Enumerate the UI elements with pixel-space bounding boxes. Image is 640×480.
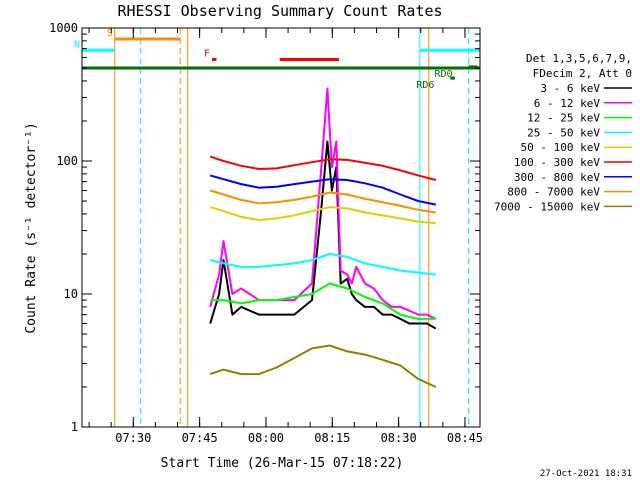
- x-axis-label: Start Time (26-Mar-15 07:18:22): [161, 456, 404, 471]
- y-tick-label-3: 1000: [49, 21, 78, 35]
- series-line-4: [209, 206, 436, 225]
- chart-title: RHESSI Observing Summary Count Rates: [117, 2, 442, 20]
- series-line-7: [209, 189, 436, 214]
- legend-header-line-1: Det 1,3,5,6,7,9,: [526, 52, 632, 65]
- flag-label-1: N: [74, 39, 80, 50]
- legend-label-1: 6 - 12 keV: [534, 97, 601, 110]
- legend-header-line-2: FDecim 2, Att 0: [533, 67, 632, 80]
- series-line-8: [209, 344, 437, 388]
- legend-label-8: 7000 - 15000 keV: [494, 200, 600, 213]
- flag-label-7: RD0: [435, 69, 453, 80]
- series-line-5: [209, 155, 437, 181]
- x-tick-label-3: 08:15: [314, 431, 350, 445]
- series-line-3: [209, 253, 436, 276]
- legend: Det 1,3,5,6,7,9, FDecim 2, Att 0 3 - 6 k…: [494, 52, 632, 213]
- series-line-0: [209, 140, 437, 330]
- legend-label-6: 300 - 800 keV: [514, 171, 600, 184]
- legend-label-4: 50 - 100 keV: [521, 141, 601, 154]
- x-tick-label-5: 08:45: [447, 431, 483, 445]
- footer-timestamp: 27-Oct-2021 18:31: [540, 469, 632, 479]
- legend-label-5: 100 - 300 keV: [514, 156, 600, 169]
- legend-label-3: 25 - 50 keV: [527, 126, 600, 139]
- legend-label-0: 3 - 6 keV: [540, 82, 600, 95]
- series-line-6: [209, 174, 436, 206]
- y-tick-label-0: 1: [71, 420, 78, 434]
- y-tick-label-2: 100: [56, 154, 78, 168]
- x-axis-ticks: 07:30 07:45 08:00 08:15 08:30 08:45: [88, 28, 483, 445]
- series-line-2: [210, 282, 436, 320]
- x-tick-label-1: 07:45: [182, 431, 218, 445]
- y-axis-label: Count Rate (s⁻¹ detector⁻¹): [24, 122, 39, 333]
- x-tick-label-2: 08:00: [248, 431, 284, 445]
- series-line-1: [209, 87, 437, 320]
- y-tick-label-1: 10: [64, 287, 78, 301]
- legend-label-7: 800 - 7000 keV: [507, 186, 600, 199]
- x-tick-label-4: 08:30: [381, 431, 417, 445]
- flag-label-0: S: [107, 28, 113, 39]
- flag-label-6: RD6: [416, 80, 434, 91]
- plot-area: [114, 28, 470, 427]
- x-tick-label-0: 07:30: [115, 431, 151, 445]
- plot-frame: [81, 27, 481, 428]
- legend-label-2: 12 - 25 keV: [527, 112, 600, 125]
- flag-label-2: F: [204, 48, 210, 59]
- y-axis-ticks: 1 10 100 1000: [49, 21, 480, 434]
